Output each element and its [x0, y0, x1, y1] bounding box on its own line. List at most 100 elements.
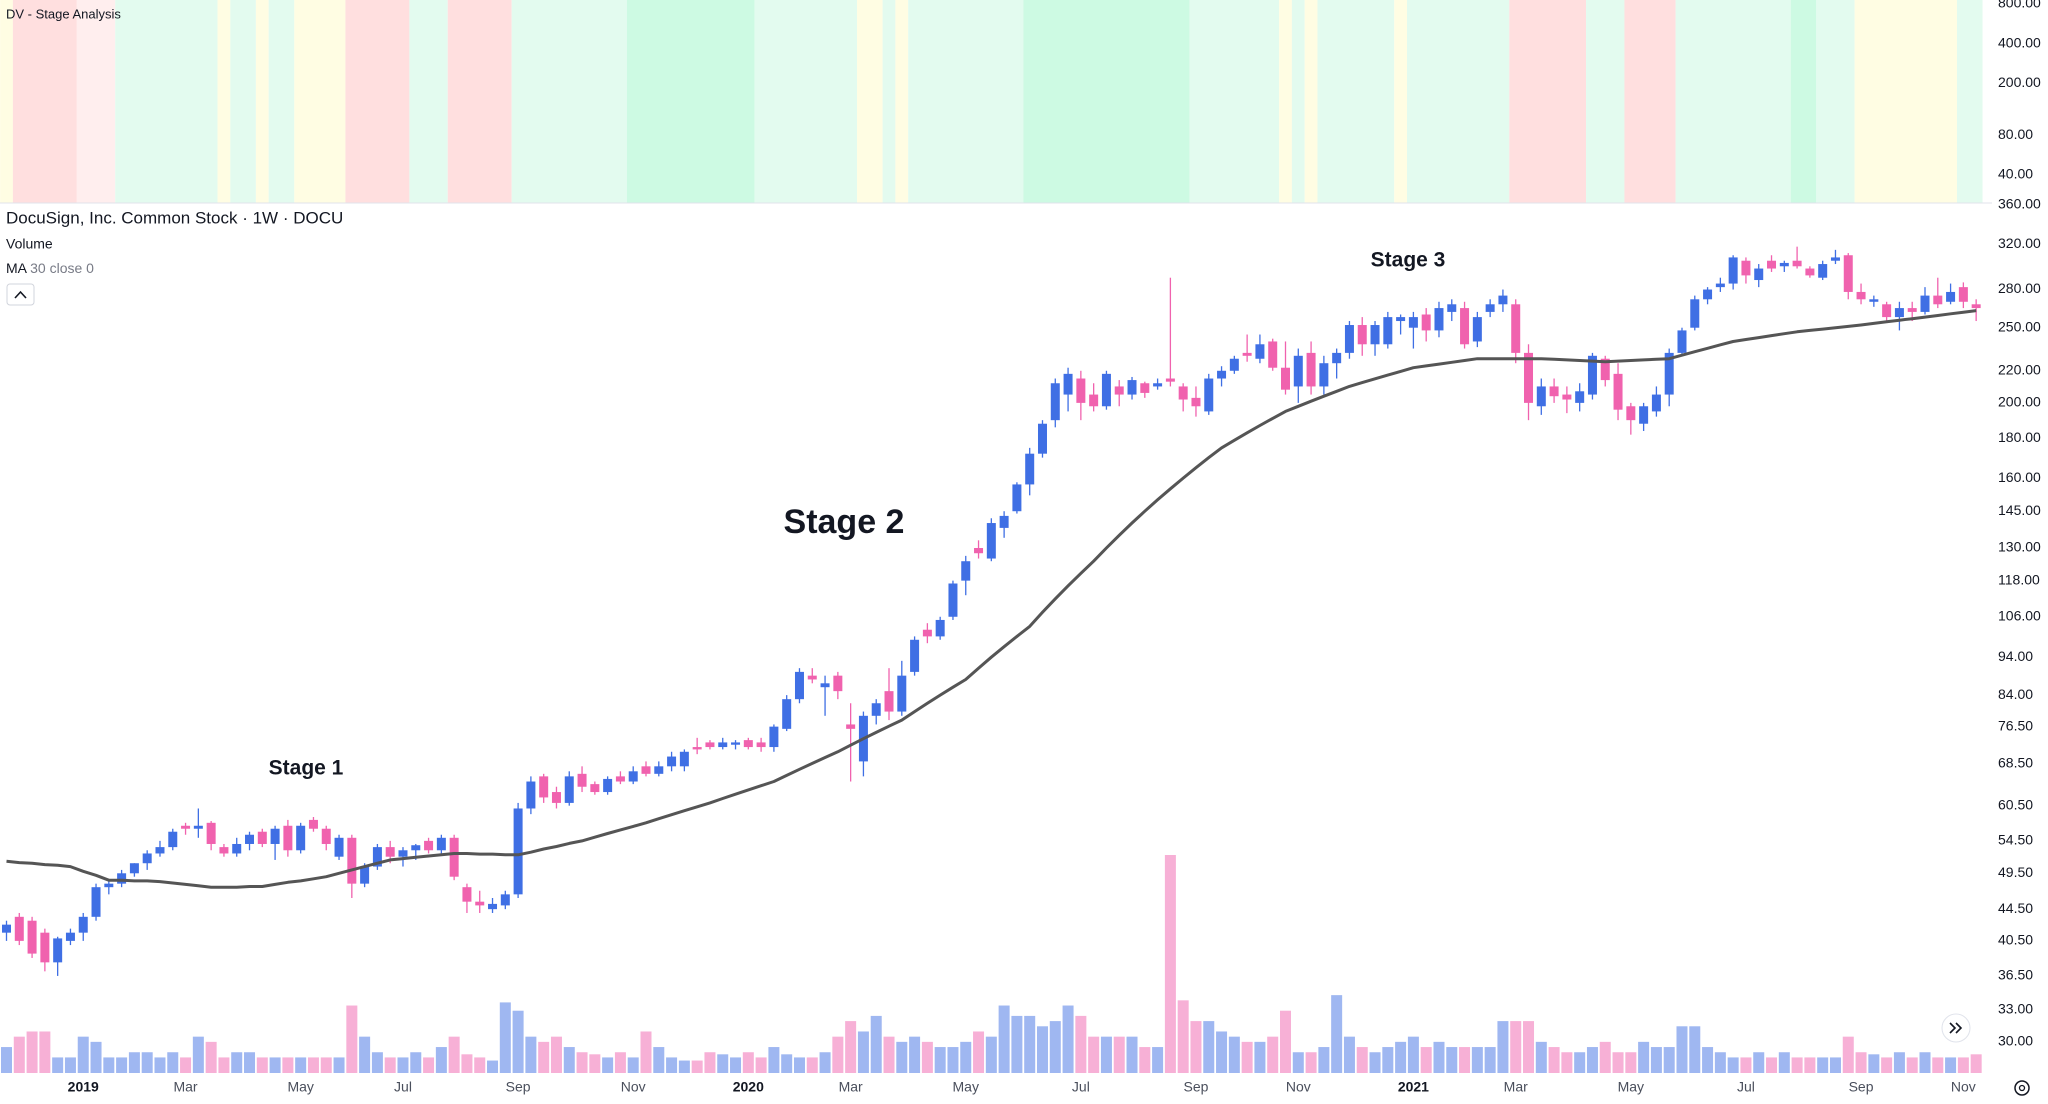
volume-bar	[1152, 1047, 1164, 1073]
candle-body	[910, 639, 920, 672]
ma-line	[6, 309, 1977, 889]
volume-bar	[1228, 1036, 1240, 1073]
overlay-layer: 800.00 400.00 200.00 80.00 40.00 360.00 320.00…	[68, 0, 2041, 1095]
volume-bar	[154, 1057, 166, 1073]
candle-body	[1907, 308, 1917, 312]
volume-bar	[947, 1047, 959, 1073]
volume-bar	[1714, 1052, 1726, 1073]
candle-body	[1396, 317, 1406, 322]
candle-body	[232, 843, 242, 854]
y-tick-label: 54.50	[1998, 832, 2033, 848]
x-tick-label: Nov	[1951, 1079, 1976, 1095]
settings-icon-core	[2018, 1084, 2026, 1092]
volume-bar	[1893, 1052, 1905, 1073]
stage-band	[895, 0, 909, 203]
candle-body	[193, 825, 203, 829]
candle-body	[1741, 260, 1751, 276]
candle-body	[1229, 358, 1239, 371]
volume-bar	[77, 1036, 89, 1073]
stage-band	[1509, 0, 1587, 203]
volume-bar	[525, 1036, 537, 1073]
volume-bar	[1702, 1047, 1714, 1073]
volume-bar	[1343, 1036, 1355, 1073]
volume-bar	[1727, 1057, 1739, 1073]
candle-layer	[2, 246, 1981, 976]
stage-band	[511, 0, 627, 203]
volume-bar	[550, 1036, 562, 1073]
volume-bar	[717, 1054, 729, 1073]
volume-bar	[845, 1021, 857, 1073]
candle-body	[603, 778, 613, 793]
ma-label: MA	[6, 260, 28, 276]
x-tick-label: May	[1618, 1079, 1644, 1095]
settings-button[interactable]	[2014, 1080, 2030, 1096]
candle-body	[1114, 386, 1124, 395]
volume-bar	[1395, 1041, 1407, 1073]
volume-bar	[1497, 1021, 1509, 1073]
volume-bar	[1523, 1021, 1535, 1073]
candle-body	[1319, 363, 1329, 387]
candle-body	[1140, 383, 1150, 393]
volume-bar	[1267, 1036, 1279, 1073]
candle-body	[1165, 378, 1175, 382]
candle-body	[564, 776, 574, 803]
volume-bar	[1254, 1041, 1266, 1073]
candle-body	[1511, 304, 1521, 353]
candle-body	[1025, 453, 1035, 485]
candle-body	[155, 847, 165, 854]
scroll-to-latest-button[interactable]	[1941, 1013, 1971, 1043]
volume-bar	[269, 1057, 281, 1073]
candle-body	[1498, 295, 1508, 305]
candle-body	[1779, 262, 1789, 267]
candle-body	[807, 675, 817, 680]
volume-bar	[141, 1052, 153, 1073]
volume-bar	[1280, 1010, 1291, 1073]
ma-params: 30 close 0	[30, 260, 94, 276]
volume-bar	[538, 1041, 550, 1073]
candle-body	[1447, 304, 1457, 312]
x-tick-label: 2019	[68, 1079, 99, 1095]
stage-band	[882, 0, 896, 203]
volume-bar	[896, 1041, 908, 1073]
candle-body	[488, 903, 498, 910]
candle-body	[513, 808, 523, 895]
y-tick-label: 60.50	[1998, 796, 2033, 812]
indicator-y-tick-label: 200.00	[1998, 74, 2041, 90]
volume-bar	[1292, 1052, 1304, 1073]
scroll-icon	[1949, 1022, 1963, 1034]
volume-bar	[627, 1057, 639, 1073]
volume-bar	[64, 1057, 76, 1073]
stage-annotation: Stage 3	[1371, 249, 1446, 272]
candle-body	[1485, 304, 1495, 312]
candle-body	[411, 845, 421, 851]
candle-body	[1012, 484, 1022, 512]
candle-body	[206, 822, 216, 844]
volume-bar	[1177, 1000, 1189, 1073]
stage-band	[217, 0, 231, 203]
stage-band	[1675, 0, 1791, 203]
volume-bar	[1420, 1047, 1432, 1073]
candle-body	[181, 825, 191, 829]
volume-bar	[781, 1054, 793, 1073]
volume-bar	[1574, 1052, 1586, 1073]
volume-bar	[205, 1041, 217, 1073]
collapse-button[interactable]	[6, 283, 35, 306]
candle-body	[1562, 394, 1572, 400]
volume-bar	[461, 1054, 473, 1073]
volume-bar	[320, 1057, 332, 1073]
volume-bar	[1881, 1057, 1893, 1073]
stage-band	[76, 0, 116, 203]
volume-bar	[1919, 1052, 1931, 1073]
volume-bar	[180, 1057, 192, 1073]
x-tick-label: Jul	[1072, 1079, 1090, 1095]
volume-bar	[90, 1041, 102, 1073]
volume-bar	[410, 1052, 422, 1073]
stage-band	[1291, 0, 1305, 203]
candle-body	[1626, 406, 1636, 421]
candle-body	[833, 675, 843, 692]
y-tick-label: 130.00	[1998, 539, 2041, 555]
volume-bar	[768, 1047, 780, 1073]
x-tick-label: May	[953, 1079, 979, 1095]
candle-body	[296, 825, 306, 851]
